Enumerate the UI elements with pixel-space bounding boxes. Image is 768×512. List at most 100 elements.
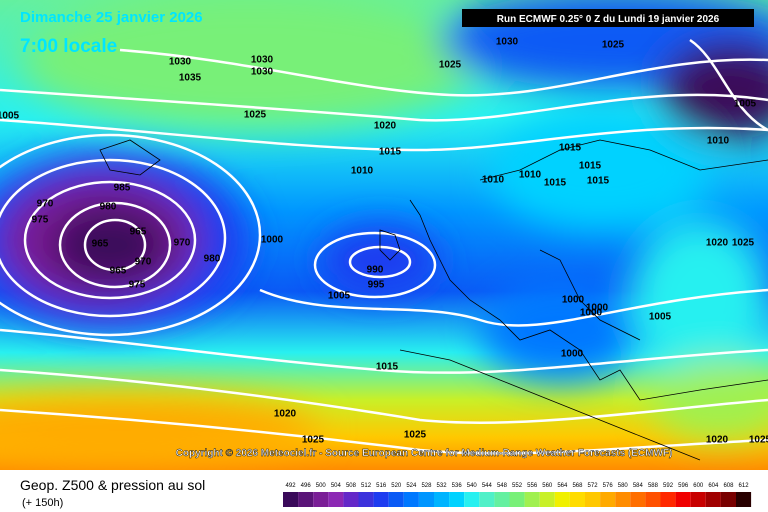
scale-cell bbox=[690, 492, 706, 507]
scale-label: 496 bbox=[301, 483, 312, 489]
isobar-label: 970 bbox=[174, 238, 191, 249]
time: 7:00 locale bbox=[20, 36, 117, 57]
scale-label: 576 bbox=[603, 483, 614, 489]
scale-cell bbox=[660, 492, 676, 507]
isobar-label: 1010 bbox=[707, 136, 730, 147]
isobar-label: 980 bbox=[100, 202, 117, 213]
scale-cell bbox=[313, 492, 329, 507]
scale-cell bbox=[464, 492, 480, 507]
scale-cell bbox=[554, 492, 570, 507]
isobar-label: 1025 bbox=[302, 435, 325, 446]
scale-cell bbox=[720, 492, 736, 507]
isobar-label: 980 bbox=[204, 254, 221, 265]
isobar-label: 1010 bbox=[519, 170, 542, 181]
scale-label: 532 bbox=[437, 483, 448, 489]
scale-cell bbox=[479, 492, 495, 507]
isobar-label: 1015 bbox=[579, 161, 602, 172]
scale-label: 608 bbox=[723, 483, 734, 489]
isobar-label: 990 bbox=[367, 265, 384, 276]
scale-cell bbox=[736, 492, 752, 507]
isobar-label: 1025 bbox=[749, 435, 768, 446]
scale-label: 552 bbox=[512, 483, 523, 489]
scale-cell bbox=[615, 492, 631, 507]
isobar-label: 995 bbox=[368, 280, 385, 291]
scale-cell bbox=[585, 492, 601, 507]
isobar-label: 1005 bbox=[649, 312, 672, 323]
isobars bbox=[0, 38, 768, 455]
scale-label: 612 bbox=[739, 483, 750, 489]
scale-label: 548 bbox=[497, 483, 508, 489]
isobar-label: 1000 bbox=[261, 235, 284, 246]
coastlines bbox=[99, 139, 768, 461]
scale-cell bbox=[434, 492, 450, 507]
scale-cell bbox=[449, 492, 465, 507]
isobar-label: 1015 bbox=[559, 143, 582, 154]
run: Run ECMWF 0.25° 0 Z du Lundi 19 janvier … bbox=[497, 14, 720, 25]
isobar-label: 975 bbox=[32, 215, 49, 226]
isobar-label: 1025 bbox=[602, 40, 625, 51]
isobar-label: 1020 bbox=[374, 121, 397, 132]
scale-cell bbox=[645, 492, 661, 507]
scale-label: 500 bbox=[316, 483, 327, 489]
scale-cell bbox=[343, 492, 359, 507]
isobar-label: 1015 bbox=[376, 362, 399, 373]
scale-cell bbox=[418, 492, 434, 507]
scale-cell bbox=[509, 492, 525, 507]
scale-label: 564 bbox=[557, 483, 568, 489]
scale-label: 560 bbox=[542, 483, 553, 489]
scale-label: 572 bbox=[588, 483, 599, 489]
scale-label: 516 bbox=[376, 483, 387, 489]
date: Dimanche 25 janvier 2026 bbox=[20, 9, 203, 26]
scale-cell bbox=[630, 492, 646, 507]
isobar-label: 1000 bbox=[561, 349, 584, 360]
isobar-label: 1020 bbox=[706, 238, 729, 249]
isobar-label: 985 bbox=[114, 183, 131, 194]
isobar-label: 1025 bbox=[439, 60, 462, 71]
scale-cell bbox=[403, 492, 419, 507]
isobar-label: 1035 bbox=[179, 73, 202, 84]
isobar-label: 1000 bbox=[580, 308, 603, 319]
scale-label: 600 bbox=[693, 483, 704, 489]
isobar-label: 1030 bbox=[251, 55, 274, 66]
isobar-label: 1020 bbox=[274, 409, 297, 420]
scale-label: 592 bbox=[663, 483, 674, 489]
isobar-label: 1005 bbox=[328, 291, 351, 302]
isobar-label: 965 bbox=[130, 227, 147, 238]
copyright: Copyright © 2026 Meteociel.fr - Source E… bbox=[176, 448, 673, 459]
isobar-label: 1020 bbox=[706, 435, 729, 446]
isobar-label: 1015 bbox=[587, 176, 610, 187]
scale-label: 584 bbox=[633, 483, 644, 489]
isobar-label: 1000 bbox=[562, 295, 585, 306]
scale-label: 492 bbox=[286, 483, 297, 489]
isobar-label: 1005 bbox=[0, 111, 20, 122]
isobar-label: 965 bbox=[110, 266, 127, 277]
scale-label: 540 bbox=[467, 483, 478, 489]
isobar-label: 1025 bbox=[244, 110, 267, 121]
isobar-label: 970 bbox=[37, 199, 54, 210]
isobar-label: 1025 bbox=[404, 430, 427, 441]
isobar-label: 1015 bbox=[544, 178, 567, 189]
scale-label: 504 bbox=[331, 483, 342, 489]
isobar-label: 1030 bbox=[496, 37, 519, 48]
isobar-label: 1030 bbox=[169, 57, 192, 68]
isobar-label: 1025 bbox=[732, 238, 755, 249]
scale-label: 528 bbox=[421, 483, 432, 489]
scale-cell bbox=[373, 492, 389, 507]
scale-cell bbox=[539, 492, 555, 507]
scale-cell bbox=[298, 492, 314, 507]
scale-cell bbox=[358, 492, 374, 507]
scale-cell bbox=[675, 492, 691, 507]
scale-label: 556 bbox=[527, 483, 538, 489]
scale-cell bbox=[328, 492, 344, 507]
scale-cell bbox=[524, 492, 540, 507]
isobar-label: 970 bbox=[135, 257, 152, 268]
isobar-label: 1030 bbox=[251, 67, 274, 78]
scale-label: 544 bbox=[482, 483, 493, 489]
scale-label: 588 bbox=[648, 483, 659, 489]
scale-label: 580 bbox=[618, 483, 629, 489]
isobar-label: 1010 bbox=[482, 175, 505, 186]
scale-cell bbox=[494, 492, 510, 507]
scale-cell bbox=[600, 492, 616, 507]
